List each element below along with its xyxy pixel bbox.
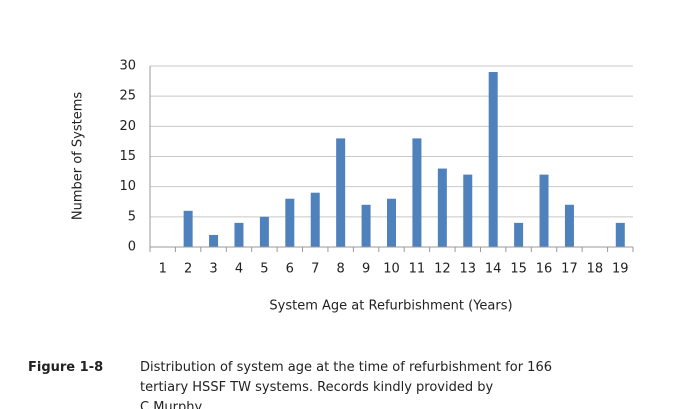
bar [488,72,498,248]
x-tick-label: 16 [536,262,553,277]
x-tick-label: 3 [209,262,217,277]
x-tick-label: 5 [260,262,268,277]
bar [615,222,625,247]
bar [259,216,269,247]
bar [234,222,244,247]
figure-label: Figure 1-8 [28,360,104,375]
x-tick-label: 19 [612,262,629,277]
x-tick-label: 1 [159,262,167,277]
figure-caption: Distribution of system age at the time o… [140,360,552,409]
bar [361,204,371,247]
x-tick-label: 10 [383,262,400,277]
x-tick-label: 11 [409,262,426,277]
chart: Number of Systems System Age at Refurbis… [71,59,634,314]
y-tick-label: 25 [119,89,136,104]
bar [285,198,295,247]
y-tick-label: 0 [128,240,136,255]
bar [336,138,346,247]
y-tick-label: 15 [119,149,136,164]
x-tick-label: 18 [587,262,604,277]
x-axis-title: System Age at Refurbishment (Years) [269,299,512,314]
x-tick-label: 12 [434,262,451,277]
bar [539,174,549,247]
bar [209,234,219,247]
x-tick-label: 13 [459,262,476,277]
bar [564,204,574,247]
x-tick-label: 14 [485,262,502,277]
y-tick-label: 10 [119,179,136,194]
bar [387,198,396,247]
y-tick-label: 30 [119,59,136,74]
bar [463,174,473,247]
y-tick-label: 5 [128,209,136,224]
x-tick-label: 8 [337,262,345,277]
x-tick-label: 17 [561,262,578,277]
bar [514,222,524,247]
y-tick-label: 20 [119,119,136,134]
x-tick-label: 6 [286,262,294,277]
x-tick-label: 2 [184,262,192,277]
bar [412,138,422,247]
bar [310,192,320,247]
bar [437,168,447,247]
x-tick-label: 15 [510,262,527,277]
x-tick-label: 7 [311,262,319,277]
x-tick-label: 9 [362,262,370,277]
y-axis-title: Number of Systems [71,92,86,220]
x-tick-label: 4 [235,262,243,277]
bar [183,210,193,247]
